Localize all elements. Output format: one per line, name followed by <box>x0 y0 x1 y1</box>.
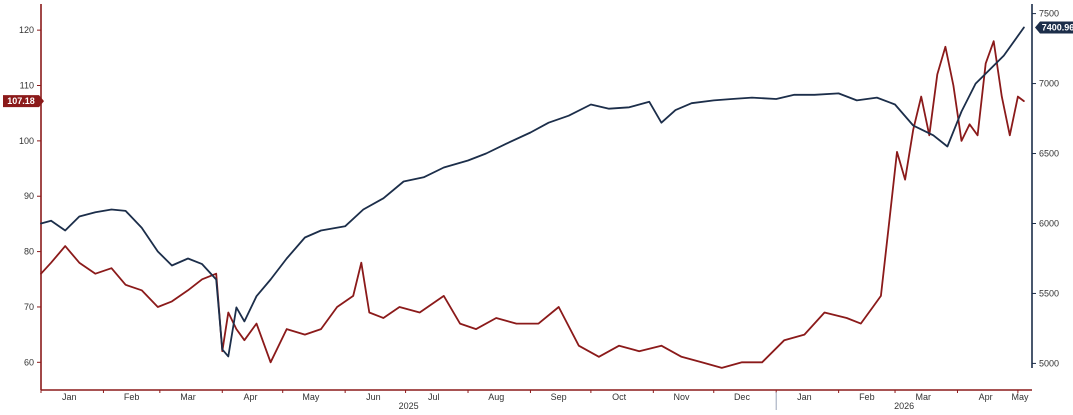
x-month-label: Jul <box>428 392 440 402</box>
x-month-label: Dec <box>734 392 751 402</box>
x-month-label: Feb <box>859 392 875 402</box>
right-tick-label: 7500 <box>1039 9 1059 19</box>
left-last-value-tag <box>3 95 44 108</box>
x-month-label: Jan <box>62 392 77 402</box>
x-month-label: Apr <box>243 392 257 402</box>
left-tick-label: 100 <box>19 136 34 146</box>
left-tick-label: 60 <box>24 357 34 367</box>
right-tick-label: 6000 <box>1039 218 1059 228</box>
x-month-label: Jan <box>797 392 812 402</box>
right-last-value-label: 7400.96 <box>1042 22 1073 32</box>
x-month-label: Mar <box>915 392 931 402</box>
left-tick-label: 90 <box>24 191 34 201</box>
x-year-label: 2026 <box>894 401 914 410</box>
right-tick-label: 6500 <box>1039 149 1059 159</box>
axes-group <box>37 4 1036 410</box>
x-month-label: Feb <box>124 392 140 402</box>
x-month-label: Nov <box>674 392 691 402</box>
right-tick-label: 5000 <box>1039 358 1059 368</box>
left-axis-series-line <box>40 40 1025 369</box>
x-month-label: Sep <box>551 392 567 402</box>
x-month-label: May <box>302 392 320 402</box>
labels-group: 60 70 80 90 100 110 120 5000 5500 6000 6500 7000 750… <box>3 9 1073 411</box>
x-month-label: Aug <box>488 392 504 402</box>
x-month-label: Jun <box>366 392 381 402</box>
left-tick-label: 120 <box>19 25 34 35</box>
series-group <box>40 26 1025 369</box>
left-last-value-label: 107.18 <box>7 96 35 106</box>
x-month-label: Mar <box>180 392 196 402</box>
right-tick-label: 7000 <box>1039 79 1059 89</box>
right-last-value-tag <box>1035 21 1073 34</box>
left-tick-label: 80 <box>24 247 34 257</box>
right-tick-label: 5500 <box>1039 288 1059 298</box>
x-month-label: Apr <box>979 392 993 402</box>
left-tick-label: 70 <box>24 302 34 312</box>
left-tick-label: 110 <box>20 81 34 91</box>
right-axis-series-line <box>40 26 1025 358</box>
x-month-label: Oct <box>612 392 627 402</box>
x-year-label: 2025 <box>399 401 419 410</box>
x-month-label: May <box>1011 392 1029 402</box>
